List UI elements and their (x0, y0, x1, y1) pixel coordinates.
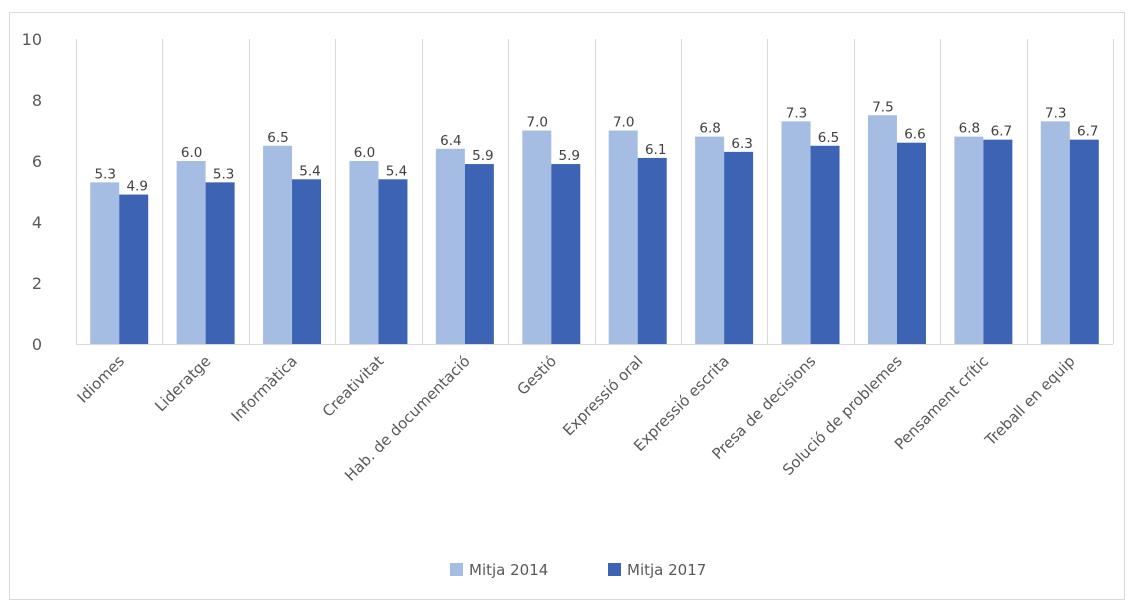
bar-2017 (378, 179, 408, 344)
data-label-2014: 5.3 (94, 166, 115, 182)
legend-swatch (608, 563, 621, 576)
data-label-2014: 6.0 (181, 145, 202, 161)
bar-2017 (896, 142, 926, 344)
bars (90, 115, 1099, 344)
bar-2014 (608, 130, 638, 344)
bar-2017 (205, 182, 235, 344)
data-label-2017: 5.4 (386, 163, 407, 179)
bar-chart: 0 2 4 6 8 10 5.3 4.9 6.0 5.3 6.5 5.4 6.0 5.4 6.4 5.9 7.… (22, 30, 1114, 579)
data-label-2014: 7.0 (613, 115, 634, 131)
category-label: Lideratge (151, 352, 214, 415)
data-label-2017: 5.4 (299, 163, 320, 179)
y-axis-ticks: 0 2 4 6 8 10 (22, 30, 42, 354)
bar-2017 (551, 164, 581, 344)
bar-2014 (349, 161, 379, 344)
data-label-2014: 7.3 (786, 105, 807, 121)
data-label-2017: 6.1 (645, 142, 666, 158)
data-label-2014: 7.5 (872, 99, 893, 115)
y-tick-label: 2 (32, 274, 42, 293)
category-label: Expressió escrita (630, 352, 733, 455)
y-tick-label: 4 (32, 213, 42, 232)
category-label: Gestió (514, 352, 561, 399)
data-label-2014: 6.8 (959, 121, 980, 137)
bar-2014 (263, 145, 293, 344)
y-tick-label: 8 (32, 91, 42, 110)
grid-lines (76, 39, 1114, 345)
bar-2014 (435, 148, 465, 344)
category-label: Informàtica (228, 352, 301, 425)
data-label-2017: 5.3 (213, 166, 234, 182)
bar-2017 (464, 164, 494, 344)
data-label-2017: 6.7 (1077, 124, 1098, 140)
data-label-2017: 6.6 (904, 127, 925, 143)
data-labels: 5.3 4.9 6.0 5.3 6.5 5.4 6.0 5.4 6.4 5.9 7.0 5.9 7.0 6… (94, 99, 1098, 194)
bar-2014 (867, 115, 897, 344)
x-axis-categories: Idiomes Lideratge Informàtica CreativitatHa… (74, 352, 1079, 485)
category-label: Pensament crític (891, 352, 992, 453)
bar-2017 (983, 139, 1013, 344)
bar-2014 (954, 136, 984, 344)
data-label-2017: 6.7 (991, 124, 1012, 140)
category-label: Expressió oral (559, 352, 646, 439)
data-label-2014: 7.3 (1045, 105, 1066, 121)
bar-2017 (810, 145, 840, 344)
category-label: Treball en equip (981, 352, 1079, 450)
bar-2017 (637, 157, 667, 344)
bar-2017 (119, 194, 149, 344)
data-label-2014: 7.0 (527, 115, 548, 131)
data-label-2014: 6.5 (267, 130, 288, 146)
bar-2014 (781, 121, 811, 344)
bar-2017 (292, 179, 322, 344)
data-label-2017: 6.5 (818, 130, 839, 146)
bar-2014 (522, 130, 552, 344)
bar-2017 (724, 151, 754, 344)
bar-2014 (176, 161, 206, 344)
data-label-2014: 6.4 (440, 133, 461, 149)
data-label-2017: 6.3 (731, 136, 752, 152)
legend: Mitja 2014 Mitja 2017 (450, 561, 706, 579)
legend-label: Mitja 2014 (469, 561, 548, 579)
data-label-2014: 6.0 (354, 145, 375, 161)
y-tick-label: 10 (22, 30, 42, 49)
bar-2017 (1069, 139, 1099, 344)
bar-2014 (90, 182, 120, 344)
bar-2014 (695, 136, 725, 344)
y-tick-label: 0 (32, 335, 42, 354)
category-label: Creativitat (319, 352, 388, 421)
data-label-2017: 4.9 (126, 179, 147, 195)
data-label-2014: 6.8 (699, 121, 720, 137)
category-label: Idiomes (74, 352, 129, 407)
data-label-2017: 5.9 (472, 148, 493, 164)
bar-2014 (1040, 121, 1070, 344)
data-label-2017: 5.9 (559, 148, 580, 164)
y-tick-label: 6 (32, 152, 42, 171)
legend-label: Mitja 2017 (627, 561, 706, 579)
chart-frame: 0 2 4 6 8 10 5.3 4.9 6.0 5.3 6.5 5.4 6.0 5.4 6.4 5.9 7.… (9, 12, 1125, 600)
legend-swatch (450, 563, 463, 576)
